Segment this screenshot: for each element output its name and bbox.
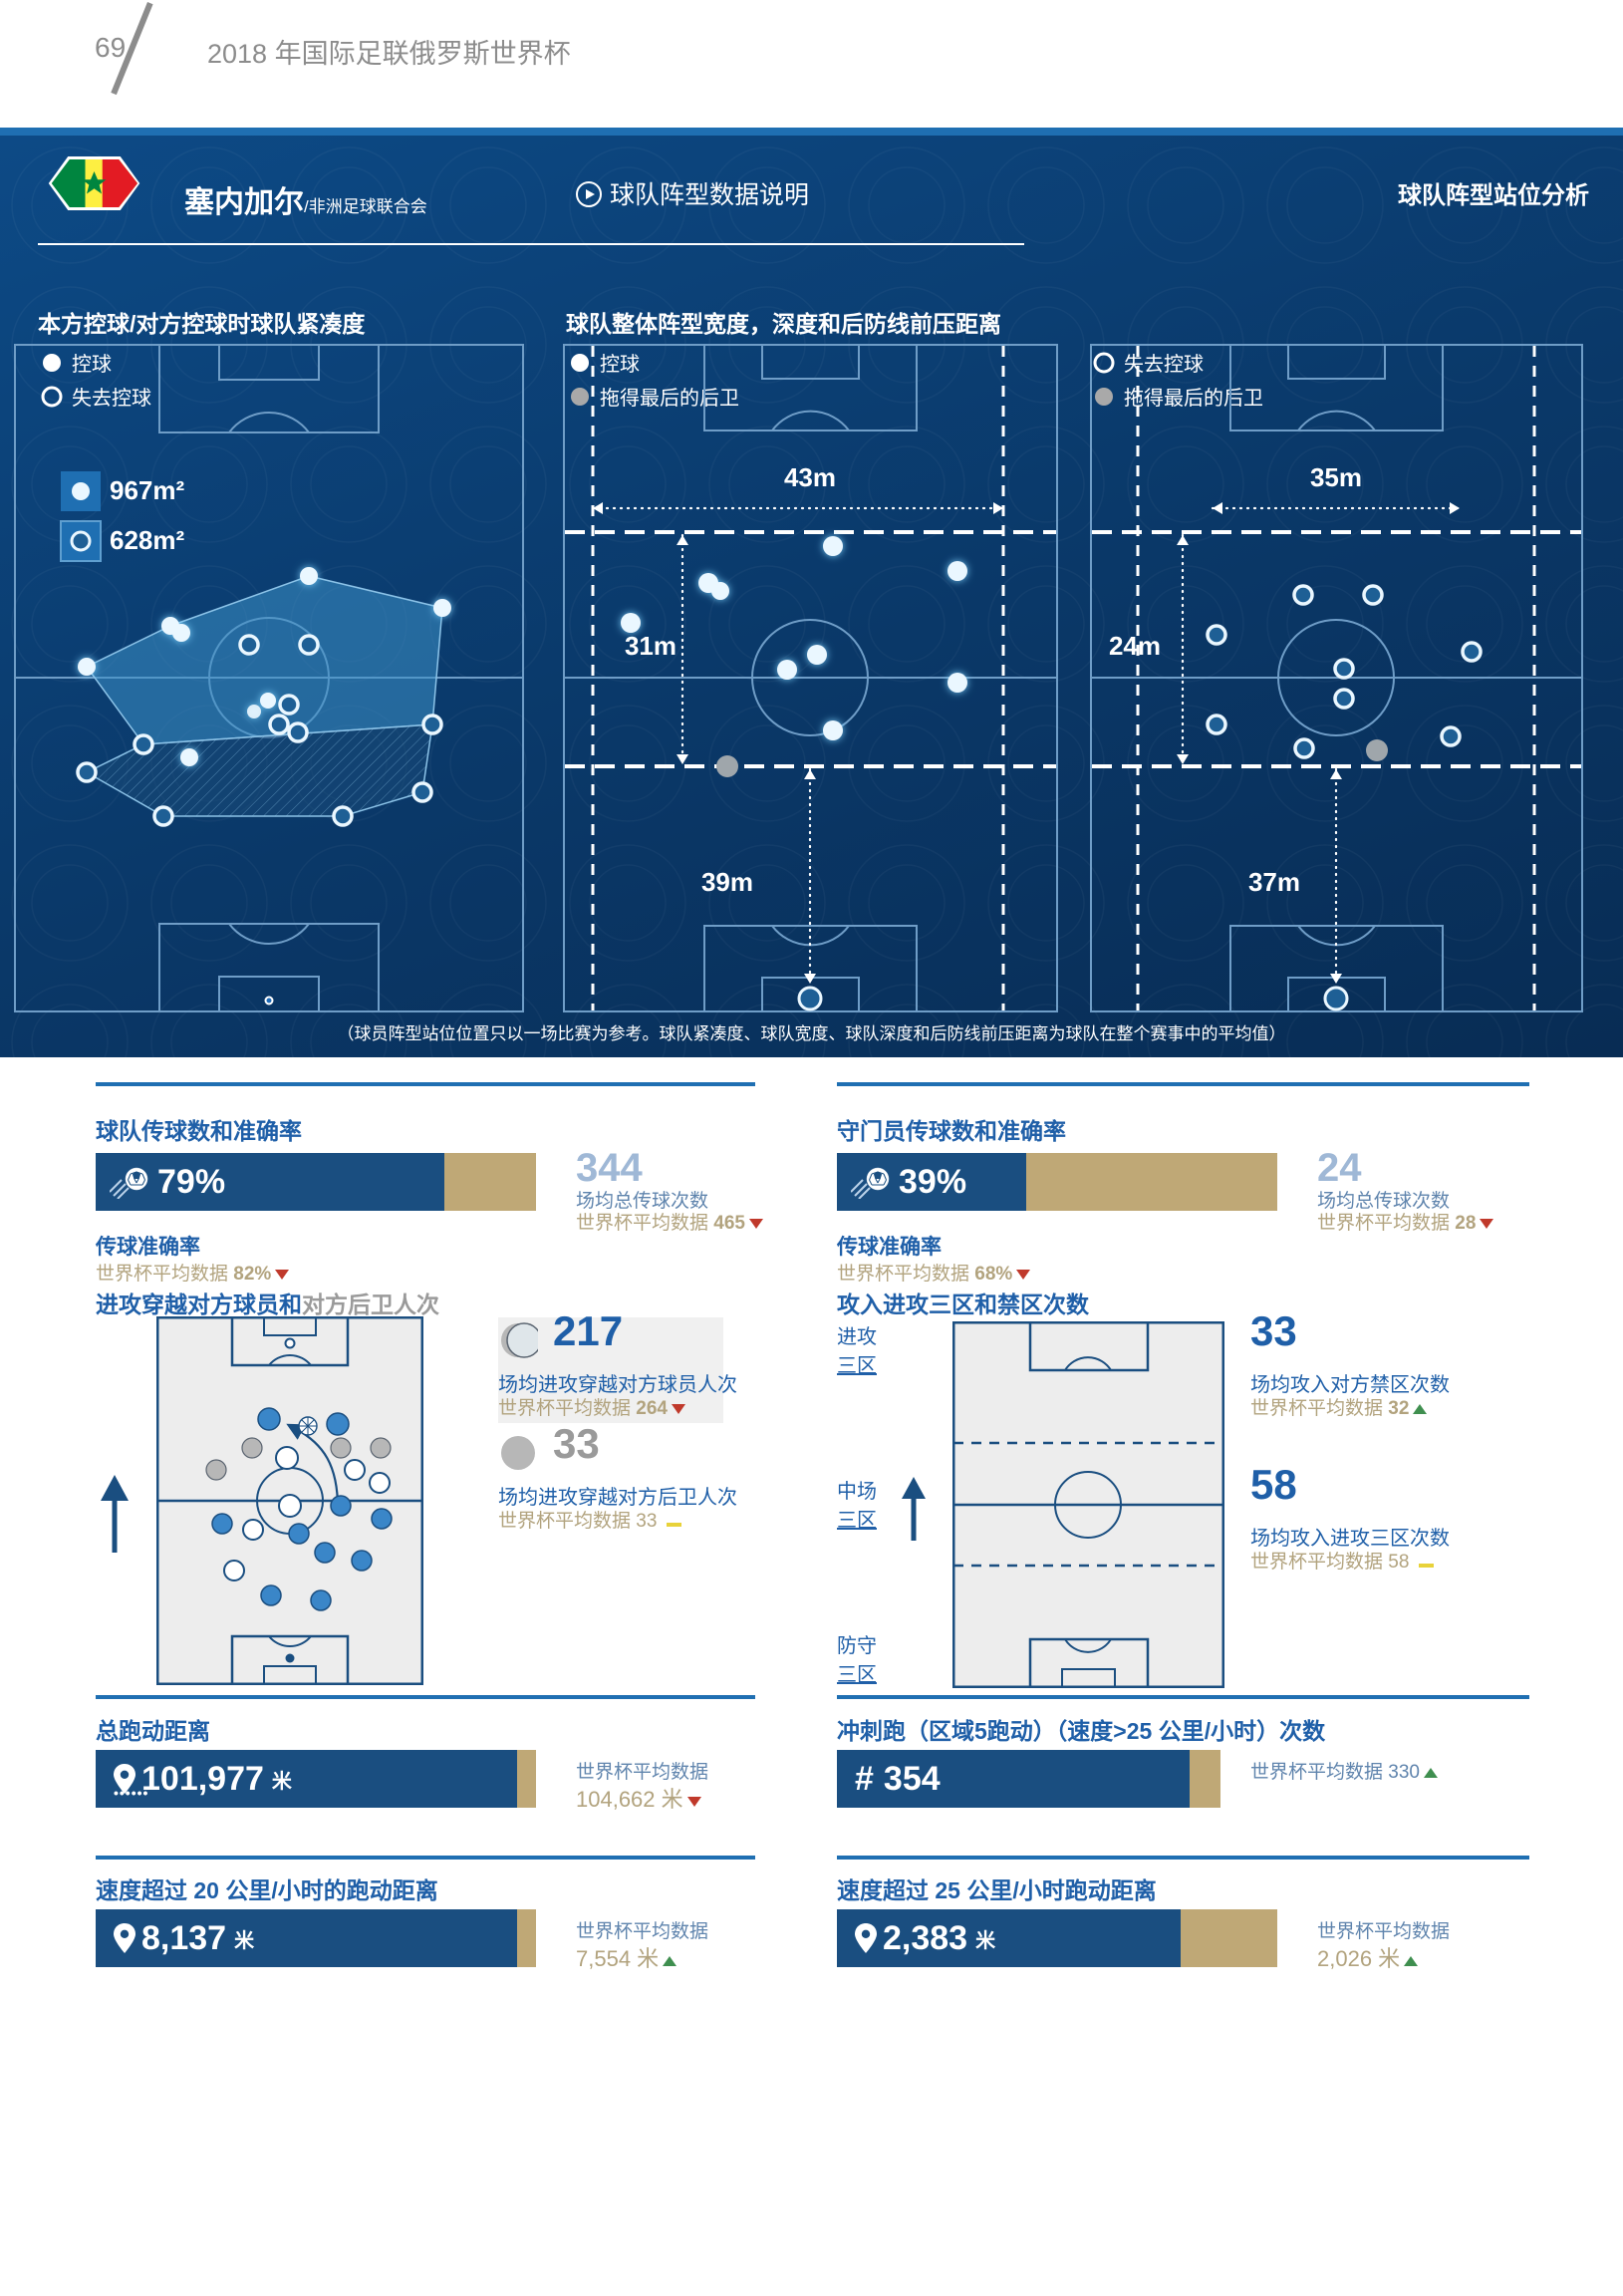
svg-text:967m²: 967m² [110, 475, 184, 505]
svg-text:628m²: 628m² [110, 525, 184, 555]
svg-text:35m: 35m [1310, 462, 1362, 492]
svg-text:37m: 37m [1248, 867, 1300, 897]
svg-text:43m: 43m [784, 462, 836, 492]
svg-text:24m: 24m [1109, 631, 1161, 661]
svg-text:31m: 31m [625, 631, 676, 661]
svg-text:39m: 39m [701, 867, 753, 897]
